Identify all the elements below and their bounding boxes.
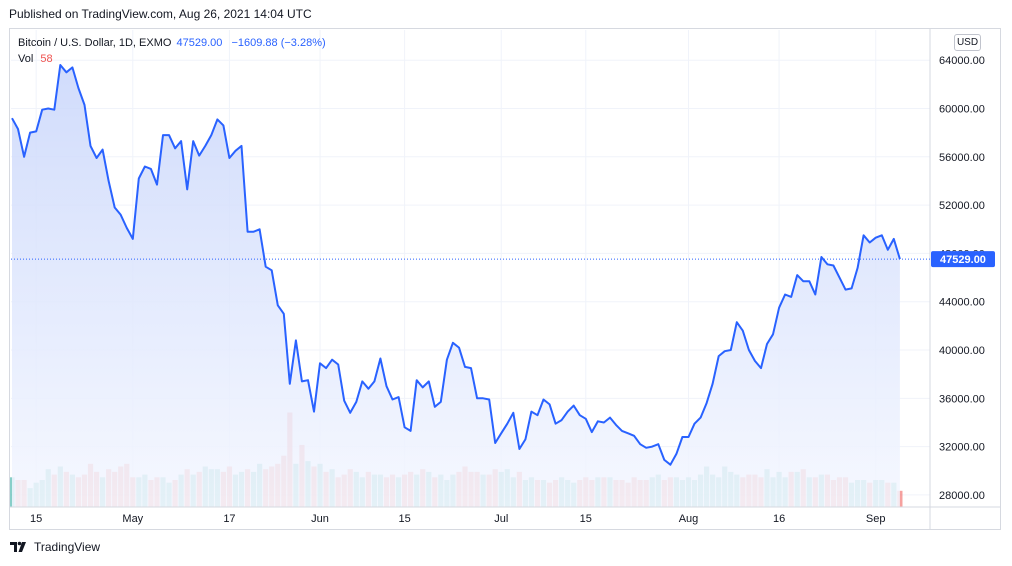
y-tick-label: 28000.00 [939,490,985,502]
x-tick-label: 15 [580,513,592,525]
price-chart[interactable]: 28000.00 32000.00 36000.00 40000.00 44000.00… [10,29,1000,529]
y-tick-label: 44000.00 [939,297,985,309]
y-tick-label: 36000.00 [939,393,985,405]
y-tick-label: 60000.00 [939,103,985,115]
currency-button[interactable]: USD [954,34,981,51]
price-area-fill [12,65,900,507]
x-tick-label: 17 [223,513,235,525]
x-tick-label: Jul [494,513,508,525]
x-tick-label: May [122,513,143,525]
x-tick-label: 16 [773,513,785,525]
volume-label: Vol [18,53,34,65]
price-area [11,64,901,507]
price-change: −1609.88 (−3.28%) [231,37,326,49]
x-tick-label: 15 [30,513,42,525]
x-tick-label: Aug [679,513,699,525]
axes: 28000.00 32000.00 36000.00 40000.00 44000.00… [10,29,1000,529]
published-note: Published on TradingView.com, Aug 26, 20… [9,7,312,21]
footer-brand[interactable]: TradingView [10,540,100,554]
last-price-label: 47529.00 [940,254,986,266]
y-tick-label: 52000.00 [939,200,985,212]
x-tick-label: 15 [398,513,410,525]
y-tick-label: 56000.00 [939,152,985,164]
last-value: 47529.00 [176,37,223,49]
last-price-marker: 47529.00 [11,251,995,268]
chart-legend: Bitcoin / U.S. Dollar, 1D, EXMO 47529.00… [18,35,326,67]
x-tick-label: Jun [311,513,329,525]
y-tick-label: 32000.00 [939,442,985,454]
y-tick-label: 64000.00 [939,55,985,67]
chart-frame[interactable]: 28000.00 32000.00 36000.00 40000.00 44000.00… [9,28,1001,530]
symbol-label[interactable]: Bitcoin / U.S. Dollar, 1D, EXMO [18,37,172,49]
price-line [11,64,901,466]
last-price-badge [931,251,995,268]
volume-value: 58 [40,53,53,65]
y-tick-label: 40000.00 [939,345,985,357]
x-tick-label: Sep [866,513,886,525]
tradingview-logo-icon [10,541,26,552]
footer-brand-label: TradingView [34,540,101,554]
